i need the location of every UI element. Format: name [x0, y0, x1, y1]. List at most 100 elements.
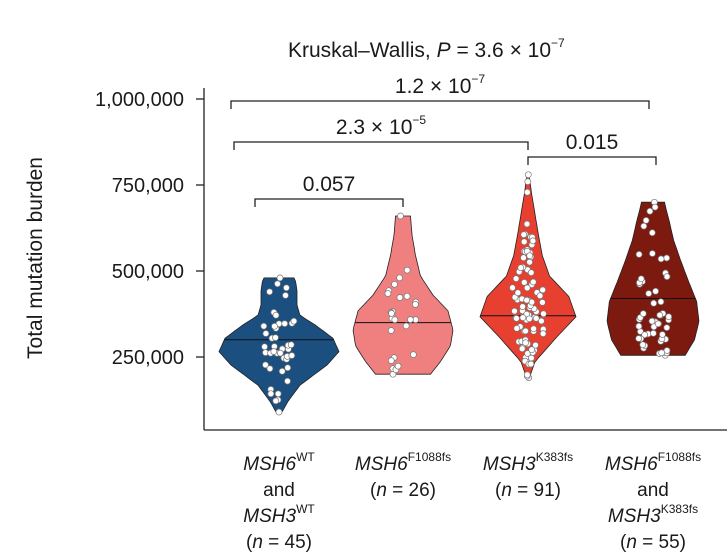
data-point — [665, 313, 673, 321]
x-category-label: MSH6WT — [243, 450, 315, 475]
data-point — [518, 345, 526, 353]
x-category-label: (n = 91) — [495, 480, 561, 501]
data-point — [287, 341, 295, 349]
data-point — [528, 354, 535, 362]
data-point — [532, 315, 540, 322]
data-point — [650, 299, 658, 307]
data-point — [517, 264, 525, 272]
data-point — [539, 299, 546, 306]
data-point — [270, 348, 278, 355]
p-value-label: 1.2 × 10−7 — [395, 72, 485, 98]
data-point — [536, 292, 544, 300]
y-tick-label: 1,000,000 — [95, 89, 184, 111]
data-point — [272, 334, 279, 341]
comparison-bracket — [230, 100, 650, 109]
data-point — [523, 284, 531, 292]
data-point — [407, 316, 414, 323]
data-point — [645, 290, 653, 297]
data-point — [538, 317, 545, 325]
data-point — [526, 252, 534, 260]
data-point — [529, 237, 537, 245]
data-point — [532, 341, 539, 349]
x-category-label: (n = 26) — [370, 480, 436, 501]
data-point — [274, 280, 281, 288]
data-point — [272, 311, 280, 319]
data-point — [260, 322, 268, 330]
x-category-label: MSH6F1088fs — [605, 450, 701, 475]
data-point — [658, 349, 665, 357]
data-point — [527, 269, 535, 276]
data-point — [384, 290, 392, 297]
data-point — [651, 203, 659, 211]
data-point — [637, 275, 645, 283]
data-point — [520, 279, 528, 286]
data-point — [649, 250, 656, 257]
data-point — [523, 371, 531, 379]
data-point — [648, 229, 656, 237]
data-point — [266, 288, 273, 296]
data-point — [284, 364, 292, 372]
data-point — [290, 317, 298, 325]
data-point — [513, 325, 521, 332]
data-point — [396, 274, 403, 282]
data-point — [513, 315, 520, 322]
y-tick-label: 750,000 — [112, 175, 184, 197]
violin-body — [479, 174, 577, 378]
x-category-label: MSH6F1088fs — [355, 450, 451, 475]
data-point — [520, 231, 528, 238]
data-point — [276, 349, 284, 357]
data-point — [635, 335, 643, 342]
data-point — [639, 310, 647, 317]
data-point — [403, 266, 411, 274]
data-point — [412, 301, 419, 308]
data-point — [641, 331, 648, 339]
data-point — [403, 292, 411, 300]
data-point — [663, 273, 671, 280]
data-point — [530, 325, 537, 333]
chart-title: Kruskal–Wallis, P = 3.6 × 10−7 — [288, 36, 565, 62]
x-category-label: MSH3K383fs — [608, 502, 698, 527]
comparison-bracket — [527, 156, 657, 165]
data-point — [635, 322, 643, 330]
data-point — [657, 255, 665, 263]
p-value-label: 0.015 — [566, 131, 619, 154]
data-point — [266, 365, 274, 372]
data-point — [523, 296, 531, 304]
data-point — [519, 314, 527, 321]
data-point — [657, 298, 665, 306]
p-value-label: 0.057 — [303, 173, 356, 196]
data-point — [540, 310, 547, 318]
data-point — [397, 212, 404, 220]
data-point — [526, 315, 533, 323]
data-point — [391, 280, 398, 288]
data-point — [522, 339, 529, 347]
violin-body — [218, 277, 340, 413]
x-category-label: (n = 55) — [620, 532, 686, 553]
x-category-label: (n = 45) — [246, 532, 312, 553]
data-point — [523, 188, 531, 196]
data-point — [271, 322, 278, 330]
data-point — [283, 284, 290, 292]
data-point — [654, 320, 662, 328]
data-point — [527, 360, 535, 368]
y-axis-label: Total mutation burden — [24, 157, 47, 359]
data-point — [402, 322, 410, 330]
data-point — [394, 362, 402, 370]
comparison-bracket — [233, 141, 529, 150]
x-category-label: MSH3WT — [243, 502, 315, 527]
data-point — [387, 357, 395, 364]
data-point — [663, 324, 671, 331]
p-value-label: 2.3 × 10−5 — [336, 113, 426, 139]
data-point — [539, 330, 547, 337]
data-point — [396, 294, 404, 301]
data-point — [642, 217, 650, 224]
data-point — [659, 331, 666, 338]
data-point — [387, 327, 395, 334]
data-point — [520, 238, 528, 246]
x-category-label: MSH3K383fs — [483, 450, 573, 475]
data-point — [523, 220, 531, 228]
data-point — [288, 352, 296, 359]
violin-body — [352, 215, 454, 375]
data-point — [524, 171, 532, 179]
